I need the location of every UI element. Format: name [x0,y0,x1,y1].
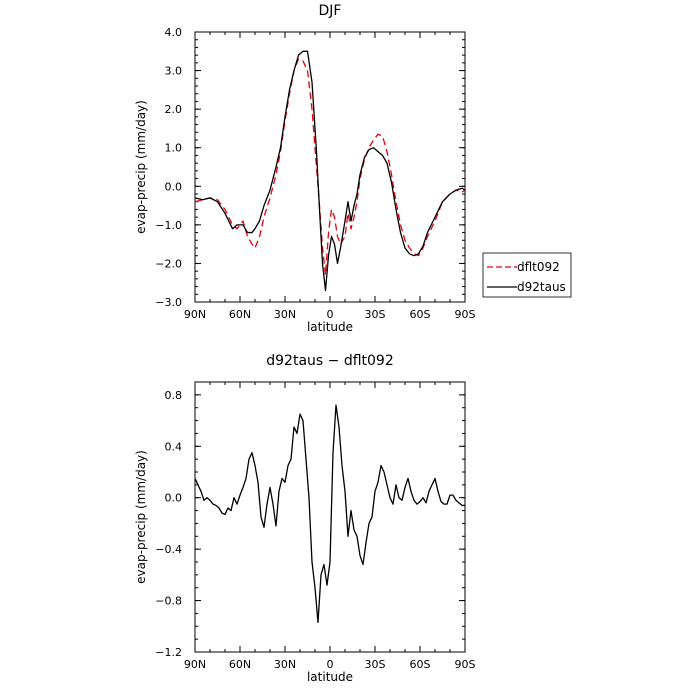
x-tick-label: 60S [410,658,431,671]
y-tick-label: 0.0 [165,492,183,505]
x-tick-label: 30N [274,658,296,671]
x-tick-label: 60N [229,658,251,671]
chart-panel-1: DJF 90N 60N 30N 0 30S 60S 90S −3.0 −2.0 −1.0 0.0 1.0… [134,3,572,334]
legend-label-dflt092: dflt092 [517,260,560,274]
y-tick-label: 0.4 [165,440,183,453]
y-tick-label: 0.8 [165,389,183,402]
y-tick-label: −0.8 [155,595,182,608]
x-tick-label: 0 [327,308,334,321]
y-axis-label: evap-precip (mm/day) [134,450,148,584]
y-tick-label: 0.0 [165,180,183,193]
series-line-series-1 [195,404,465,624]
x-tick-label: 90N [184,658,206,671]
y-tick-label: 3.0 [165,65,183,78]
plot-frame [194,31,466,303]
x-tick-label: 30S [365,308,386,321]
x-tick-label: 90S [455,308,476,321]
x-tick-label: 90S [455,658,476,671]
x-tick-label: 30S [365,658,386,671]
y-tick-label: 1.0 [165,142,183,155]
x-tick-label: 30N [274,308,296,321]
x-tick-label: 90N [184,308,206,321]
x-tick-label: 60S [410,308,431,321]
y-tick-label: −1.2 [155,646,182,659]
y-tick-label: 4.0 [165,26,183,39]
y-tick-label: −0.4 [155,543,182,556]
x-tick-label: 0 [327,658,334,671]
x-axis-label: latitude [307,320,353,334]
legend-box [482,252,572,298]
chart-title: DJF [319,3,342,19]
y-tick-label: −3.0 [155,296,182,309]
y-tick-label: −2.0 [155,257,182,270]
x-axis-label: latitude [307,670,353,684]
chart-panel-2: d92taus − dflt092 90N 60N 30N 0 30S 60S 90S −1.2… [134,353,476,684]
legend: dflt092 d92taus [482,252,572,298]
plot-frame [194,381,466,653]
x-tick-label: 60N [229,308,251,321]
y-tick-label: 2.0 [165,103,183,116]
chart-title: d92taus − dflt092 [266,353,393,369]
series-line-dflt092 [195,58,465,276]
y-axis-label: evap-precip (mm/day) [134,100,148,234]
legend-label-d92taus: d92taus [517,280,566,294]
series-line-d92taus [195,50,465,292]
y-tick-label: −1.0 [155,219,182,232]
